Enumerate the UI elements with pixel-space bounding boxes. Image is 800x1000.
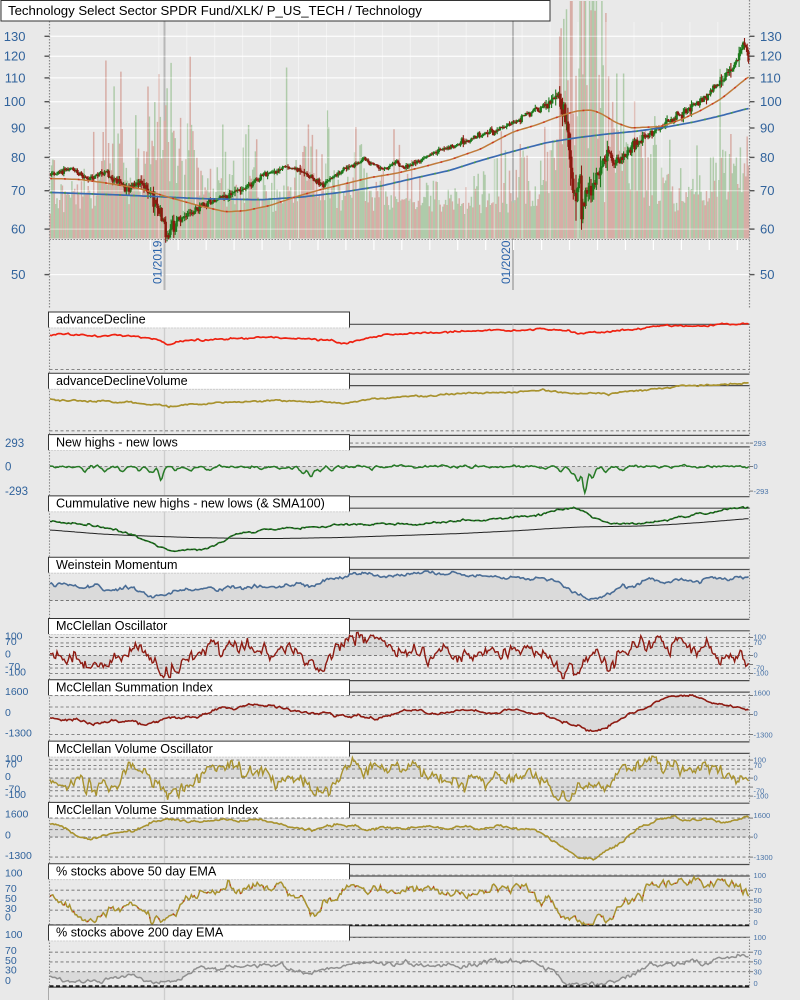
svg-text:1600: 1600: [754, 811, 771, 820]
svg-text:50: 50: [760, 267, 774, 282]
svg-text:% stocks above 200 day EMA: % stocks above 200 day EMA: [56, 926, 224, 940]
svg-text:-293: -293: [5, 486, 28, 498]
svg-text:70: 70: [5, 759, 17, 771]
svg-text:30: 30: [5, 903, 17, 915]
svg-text:-100: -100: [754, 791, 769, 800]
svg-text:0: 0: [754, 709, 758, 718]
svg-text:0: 0: [5, 830, 11, 842]
svg-text:0: 0: [5, 771, 11, 783]
svg-text:McClellan Oscillator: McClellan Oscillator: [56, 619, 167, 633]
svg-text:70: 70: [760, 183, 774, 198]
svg-text:-70: -70: [5, 661, 20, 673]
svg-text:70: 70: [5, 945, 17, 957]
svg-text:0: 0: [5, 912, 11, 924]
svg-text:-1300: -1300: [5, 728, 32, 740]
svg-text:-1300: -1300: [754, 853, 773, 862]
svg-text:30: 30: [754, 906, 762, 915]
svg-text:50: 50: [5, 893, 17, 905]
svg-text:100: 100: [4, 94, 26, 109]
svg-text:100: 100: [5, 929, 23, 941]
svg-text:70: 70: [754, 886, 762, 895]
svg-text:110: 110: [760, 70, 781, 85]
svg-text:100: 100: [5, 753, 23, 765]
svg-text:0: 0: [754, 651, 758, 660]
svg-text:-100: -100: [5, 667, 26, 679]
svg-text:-293: -293: [754, 487, 769, 496]
svg-text:Cummulative new highs - new lo: Cummulative new highs - new lows (& SMA1…: [56, 497, 325, 511]
svg-text:100: 100: [760, 94, 782, 109]
svg-text:70: 70: [754, 761, 762, 770]
svg-text:advanceDecline: advanceDecline: [56, 313, 146, 327]
svg-text:0: 0: [754, 979, 758, 988]
svg-text:1600: 1600: [5, 809, 29, 821]
svg-text:293: 293: [754, 439, 767, 448]
svg-text:50: 50: [754, 896, 762, 905]
svg-text:70: 70: [5, 883, 17, 895]
svg-text:New highs - new lows: New highs - new lows: [56, 435, 178, 449]
svg-text:70: 70: [754, 948, 762, 957]
svg-text:0: 0: [5, 707, 11, 719]
svg-text:70: 70: [5, 636, 17, 648]
svg-text:Technology Select Sector SPDR: Technology Select Sector SPDR Fund/XLK/ …: [8, 3, 422, 18]
svg-text:-1300: -1300: [5, 850, 32, 862]
svg-text:-1300: -1300: [754, 731, 773, 740]
svg-text:130: 130: [4, 29, 26, 44]
svg-text:-70: -70: [754, 664, 765, 673]
svg-text:-70: -70: [5, 784, 20, 796]
svg-text:50: 50: [11, 267, 25, 282]
svg-text:Weinstein Momentum: Weinstein Momentum: [56, 558, 178, 572]
svg-text:01/2019: 01/2019: [151, 240, 165, 284]
svg-text:130: 130: [760, 29, 782, 44]
svg-text:50: 50: [5, 955, 17, 967]
svg-text:100: 100: [5, 631, 23, 643]
svg-text:70: 70: [11, 183, 25, 198]
svg-text:advanceDeclineVolume: advanceDeclineVolume: [56, 374, 188, 388]
svg-text:0: 0: [5, 649, 11, 661]
svg-text:293: 293: [5, 438, 24, 450]
svg-text:0: 0: [754, 832, 758, 841]
svg-text:50: 50: [754, 958, 762, 967]
svg-text:80: 80: [760, 150, 774, 165]
svg-text:0: 0: [754, 462, 758, 471]
svg-text:-70: -70: [754, 786, 765, 795]
svg-text:0: 0: [5, 975, 11, 987]
svg-text:1600: 1600: [5, 686, 29, 698]
svg-text:60: 60: [760, 222, 774, 237]
svg-text:70: 70: [754, 638, 762, 647]
svg-text:100: 100: [754, 871, 767, 880]
svg-text:0: 0: [754, 773, 758, 782]
svg-text:0: 0: [754, 918, 758, 927]
svg-text:90: 90: [11, 121, 25, 136]
svg-text:McClellan Volume Summation Ind: McClellan Volume Summation Index: [56, 803, 259, 817]
svg-text:30: 30: [5, 965, 17, 977]
svg-text:100: 100: [5, 868, 23, 880]
svg-text:120: 120: [4, 49, 26, 64]
svg-text:120: 120: [760, 49, 782, 64]
svg-text:0: 0: [5, 462, 11, 474]
svg-text:100: 100: [754, 633, 767, 642]
svg-text:100: 100: [754, 755, 767, 764]
svg-text:1600: 1600: [754, 689, 771, 698]
svg-text:110: 110: [5, 70, 26, 85]
svg-text:30: 30: [754, 967, 762, 976]
svg-text:-100: -100: [754, 669, 769, 678]
svg-text:% stocks above 50 day EMA: % stocks above 50 day EMA: [56, 864, 217, 878]
svg-text:-100: -100: [5, 789, 26, 801]
svg-text:McClellan Volume Oscillator: McClellan Volume Oscillator: [56, 742, 213, 756]
svg-text:01/2020: 01/2020: [499, 240, 513, 284]
svg-text:McClellan Summation Index: McClellan Summation Index: [56, 681, 213, 695]
svg-text:60: 60: [11, 222, 25, 237]
svg-text:100: 100: [754, 933, 767, 942]
svg-text:80: 80: [11, 150, 25, 165]
svg-text:90: 90: [760, 121, 774, 136]
